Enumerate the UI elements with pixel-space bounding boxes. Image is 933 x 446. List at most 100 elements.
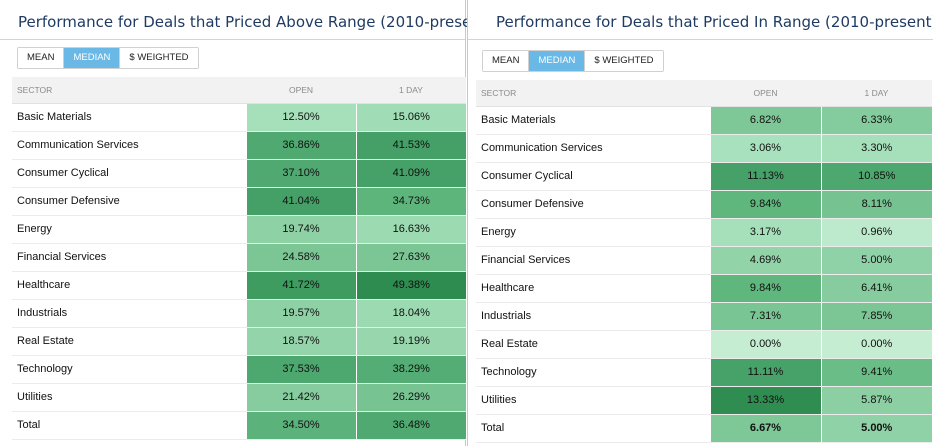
table-row: Industrials 19.57% 18.04% bbox=[12, 299, 466, 328]
table-row: Energy 19.74% 16.63% bbox=[12, 215, 466, 244]
one-day-value-cell: 18.04% bbox=[355, 299, 466, 328]
table-row: Utilities 13.33% 5.87% bbox=[476, 386, 932, 415]
table-header-row: SECTOR OPEN 1 DAY bbox=[476, 80, 932, 107]
total-row: Total 6.67% 5.00% bbox=[476, 414, 932, 443]
column-header-1-day[interactable]: 1 DAY bbox=[356, 77, 466, 104]
performance-table: SECTOR OPEN 1 DAY Basic Materials 6.82% 6.… bbox=[476, 80, 932, 443]
open-value-cell: 13.33% bbox=[709, 386, 821, 415]
sector-cell: Total bbox=[12, 411, 246, 440]
column-header-open[interactable]: OPEN bbox=[710, 80, 821, 107]
table-row: Consumer Defensive 41.04% 34.73% bbox=[12, 187, 466, 216]
open-value-cell: 9.84% bbox=[709, 274, 821, 303]
table-row: Consumer Cyclical 37.10% 41.09% bbox=[12, 159, 466, 188]
open-value-cell: 37.53% bbox=[245, 355, 356, 384]
open-value-cell: 12.50% bbox=[245, 103, 356, 132]
table-row: Communication Services 36.86% 41.53% bbox=[12, 131, 466, 160]
open-value-cell: 34.50% bbox=[245, 411, 356, 440]
tab-dollar-weighted[interactable]: $ WEIGHTED bbox=[120, 48, 198, 68]
table-row: Technology 11.11% 9.41% bbox=[476, 358, 932, 387]
open-value-cell: 37.10% bbox=[245, 159, 356, 188]
column-header-sector[interactable]: SECTOR bbox=[12, 77, 246, 104]
tab-mean[interactable]: MEAN bbox=[483, 51, 530, 71]
open-value-cell: 6.82% bbox=[709, 106, 821, 135]
table-row: Utilities 21.42% 26.29% bbox=[12, 383, 466, 412]
column-header-1-day[interactable]: 1 DAY bbox=[821, 80, 932, 107]
one-day-value-cell: 3.30% bbox=[820, 134, 932, 163]
table-row: Industrials 7.31% 7.85% bbox=[476, 302, 932, 331]
sector-cell: Real Estate bbox=[12, 327, 246, 356]
left-panel: Performance for Deals that Priced Above … bbox=[0, 0, 493, 446]
one-day-value-cell: 0.96% bbox=[820, 218, 932, 247]
table-row: Healthcare 9.84% 6.41% bbox=[476, 274, 932, 303]
sector-cell: Technology bbox=[12, 355, 246, 384]
open-value-cell: 0.00% bbox=[709, 330, 821, 359]
tab-dollar-weighted[interactable]: $ WEIGHTED bbox=[585, 51, 663, 71]
one-day-value-cell: 15.06% bbox=[355, 103, 466, 132]
open-value-cell: 19.74% bbox=[245, 215, 356, 244]
one-day-value-cell: 7.85% bbox=[820, 302, 932, 331]
table-row: Healthcare 41.72% 49.38% bbox=[12, 271, 466, 300]
table-row: Energy 3.17% 0.96% bbox=[476, 218, 932, 247]
one-day-value-cell: 6.33% bbox=[820, 106, 932, 135]
open-value-cell: 19.57% bbox=[245, 299, 356, 328]
one-day-value-cell: 9.41% bbox=[820, 358, 932, 387]
sector-cell: Utilities bbox=[476, 386, 710, 415]
one-day-value-cell: 5.00% bbox=[820, 414, 932, 443]
one-day-value-cell: 19.19% bbox=[355, 327, 466, 356]
tab-mean[interactable]: MEAN bbox=[18, 48, 65, 68]
sector-cell: Communication Services bbox=[12, 131, 246, 160]
one-day-value-cell: 27.63% bbox=[355, 243, 466, 272]
one-day-value-cell: 26.29% bbox=[355, 383, 466, 412]
one-day-value-cell: 34.73% bbox=[355, 187, 466, 216]
table-row: Real Estate 18.57% 19.19% bbox=[12, 327, 466, 356]
sector-cell: Financial Services bbox=[476, 246, 710, 275]
one-day-value-cell: 16.63% bbox=[355, 215, 466, 244]
open-value-cell: 9.84% bbox=[709, 190, 821, 219]
table-row: Technology 37.53% 38.29% bbox=[12, 355, 466, 384]
panel-title: Performance for Deals that Priced In Ran… bbox=[468, 0, 933, 40]
one-day-value-cell: 36.48% bbox=[355, 411, 466, 440]
table-row: Basic Materials 12.50% 15.06% bbox=[12, 103, 466, 132]
sector-cell: Consumer Defensive bbox=[476, 190, 710, 219]
one-day-value-cell: 8.11% bbox=[820, 190, 932, 219]
table-row: Financial Services 4.69% 5.00% bbox=[476, 246, 932, 275]
tab-median[interactable]: MEDIAN bbox=[529, 51, 586, 71]
open-value-cell: 41.72% bbox=[245, 271, 356, 300]
sector-cell: Basic Materials bbox=[12, 103, 246, 132]
performance-table: SECTOR OPEN 1 DAY Basic Materials 12.50% 1… bbox=[12, 77, 466, 440]
open-value-cell: 18.57% bbox=[245, 327, 356, 356]
sector-cell: Healthcare bbox=[476, 274, 710, 303]
open-value-cell: 36.86% bbox=[245, 131, 356, 160]
open-value-cell: 24.58% bbox=[245, 243, 356, 272]
open-value-cell: 11.13% bbox=[709, 162, 821, 191]
table-row: Communication Services 3.06% 3.30% bbox=[476, 134, 932, 163]
sector-cell: Consumer Cyclical bbox=[476, 162, 710, 191]
right-panel: Performance for Deals that Priced In Ran… bbox=[467, 0, 933, 446]
open-value-cell: 11.11% bbox=[709, 358, 821, 387]
table-row: Consumer Cyclical 11.13% 10.85% bbox=[476, 162, 932, 191]
table-row: Financial Services 24.58% 27.63% bbox=[12, 243, 466, 272]
aggregation-tabs: MEAN MEDIAN $ WEIGHTED bbox=[17, 47, 199, 69]
one-day-value-cell: 38.29% bbox=[355, 355, 466, 384]
total-row: Total 34.50% 36.48% bbox=[12, 411, 466, 440]
open-value-cell: 3.17% bbox=[709, 218, 821, 247]
table-row: Real Estate 0.00% 0.00% bbox=[476, 330, 932, 359]
open-value-cell: 3.06% bbox=[709, 134, 821, 163]
open-value-cell: 41.04% bbox=[245, 187, 356, 216]
sector-cell: Energy bbox=[12, 215, 246, 244]
sector-cell: Total bbox=[476, 414, 710, 443]
sector-cell: Consumer Cyclical bbox=[12, 159, 246, 188]
sector-cell: Technology bbox=[476, 358, 710, 387]
column-header-open[interactable]: OPEN bbox=[246, 77, 356, 104]
open-value-cell: 4.69% bbox=[709, 246, 821, 275]
one-day-value-cell: 5.87% bbox=[820, 386, 932, 415]
one-day-value-cell: 5.00% bbox=[820, 246, 932, 275]
one-day-value-cell: 6.41% bbox=[820, 274, 932, 303]
sector-cell: Healthcare bbox=[12, 271, 246, 300]
sector-cell: Industrials bbox=[476, 302, 710, 331]
sector-cell: Utilities bbox=[12, 383, 246, 412]
tab-median[interactable]: MEDIAN bbox=[64, 48, 121, 68]
one-day-value-cell: 0.00% bbox=[820, 330, 932, 359]
column-header-sector[interactable]: SECTOR bbox=[476, 80, 710, 107]
panel-title: Performance for Deals that Priced Above … bbox=[0, 0, 493, 40]
